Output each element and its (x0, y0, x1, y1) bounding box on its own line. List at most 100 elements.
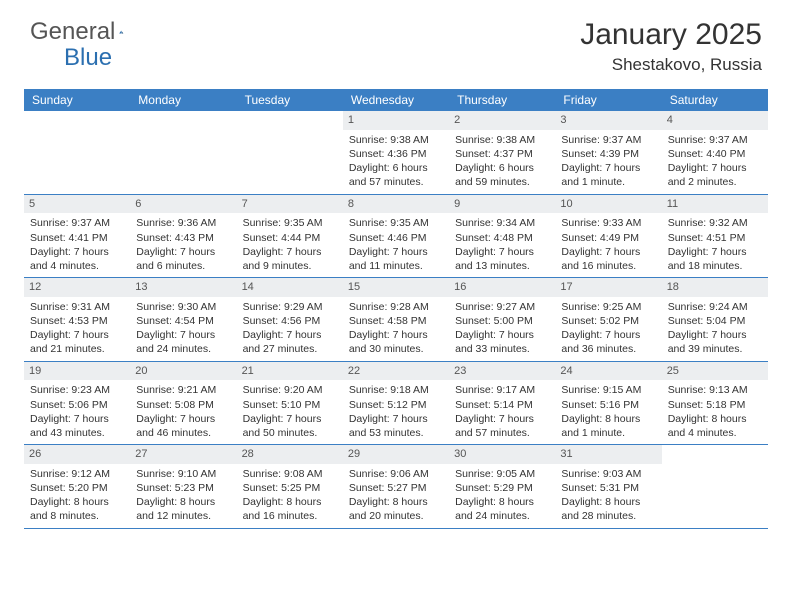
day-number: 9 (449, 195, 555, 214)
day-cell: 29 Sunrise: 9:06 AM Sunset: 5:27 PM Dayli… (343, 445, 449, 528)
header: General Blue January 2025 Shestakovo, Ru… (0, 0, 792, 83)
day-number: 31 (555, 445, 661, 464)
day-details: Sunrise: 9:15 AM Sunset: 5:16 PM Dayligh… (561, 383, 655, 440)
day-details: Sunrise: 9:24 AM Sunset: 5:04 PM Dayligh… (668, 300, 762, 357)
day-cell: 23 Sunrise: 9:17 AM Sunset: 5:14 PM Dayli… (449, 362, 555, 445)
week-row: 5 Sunrise: 9:37 AM Sunset: 4:41 PM Daylig… (24, 195, 768, 279)
day-cell: 8 Sunrise: 9:35 AM Sunset: 4:46 PM Daylig… (343, 195, 449, 278)
logo: General Blue (30, 18, 147, 46)
day-cell: 17Sunrise: 9:25 AM Sunset: 5:02 PM Dayli… (555, 278, 661, 361)
day-cell: 19 Sunrise: 9:23 AM Sunset: 5:06 PM Dayli… (24, 362, 130, 445)
day-number: 23 (449, 362, 555, 381)
day-details: Sunrise: 9:03 AM Sunset: 5:31 PM Dayligh… (561, 467, 655, 524)
day-details: Sunrise: 9:08 AM Sunset: 5:25 PM Dayligh… (243, 467, 337, 524)
day-details: Sunrise: 9:37 AM Sunset: 4:41 PM Dayligh… (30, 216, 124, 273)
day-cell: 5 Sunrise: 9:37 AM Sunset: 4:41 PM Daylig… (24, 195, 130, 278)
day-details: Sunrise: 9:17 AM Sunset: 5:14 PM Dayligh… (455, 383, 549, 440)
day-details: Sunrise: 9:20 AM Sunset: 5:10 PM Dayligh… (243, 383, 337, 440)
day-details: Sunrise: 9:34 AM Sunset: 4:48 PM Dayligh… (455, 216, 549, 273)
day-number: 7 (237, 195, 343, 214)
day-details: Sunrise: 9:12 AM Sunset: 5:20 PM Dayligh… (30, 467, 124, 524)
day-details: Sunrise: 9:29 AM Sunset: 4:56 PM Dayligh… (243, 300, 337, 357)
month-title: January 2025 (580, 18, 762, 51)
day-cell: 31 Sunrise: 9:03 AM Sunset: 5:31 PM Dayli… (555, 445, 661, 528)
day-cell (130, 111, 236, 194)
day-number: 27 (130, 445, 236, 464)
day-details: Sunrise: 9:38 AM Sunset: 4:36 PM Dayligh… (349, 133, 443, 190)
week-row: 19 Sunrise: 9:23 AM Sunset: 5:06 PM Dayli… (24, 362, 768, 446)
day-number: 10 (555, 195, 661, 214)
day-cell: 14 Sunrise: 9:29 AM Sunset: 4:56 PM Dayli… (237, 278, 343, 361)
day-number: 17 (555, 278, 661, 297)
day-details: Sunrise: 9:05 AM Sunset: 5:29 PM Dayligh… (455, 467, 549, 524)
day-cell: 20 Sunrise: 9:21 AM Sunset: 5:08 PM Dayli… (130, 362, 236, 445)
day-cell: 30 Sunrise: 9:05 AM Sunset: 5:29 PM Dayli… (449, 445, 555, 528)
day-cell: 26Sunrise: 9:12 AM Sunset: 5:20 PM Dayli… (24, 445, 130, 528)
day-cell: 4 Sunrise: 9:37 AM Sunset: 4:40 PM Daylig… (662, 111, 768, 194)
dayhead-sunday: Sunday (24, 89, 130, 111)
week-row: 12 Sunrise: 9:31 AM Sunset: 4:53 PM Dayli… (24, 278, 768, 362)
day-cell: 28 Sunrise: 9:08 AM Sunset: 5:25 PM Dayli… (237, 445, 343, 528)
location-label: Shestakovo, Russia (580, 55, 762, 75)
day-cell: 24 Sunrise: 9:15 AM Sunset: 5:16 PM Dayli… (555, 362, 661, 445)
day-number: 2 (449, 111, 555, 130)
day-number: 5 (24, 195, 130, 214)
day-cell: 10 Sunrise: 9:33 AM Sunset: 4:49 PM Dayli… (555, 195, 661, 278)
day-cell: 11Sunrise: 9:32 AM Sunset: 4:51 PM Dayli… (662, 195, 768, 278)
day-number: 21 (237, 362, 343, 381)
day-header-row: Sunday Monday Tuesday Wednesday Thursday… (24, 89, 768, 111)
day-details: Sunrise: 9:13 AM Sunset: 5:18 PM Dayligh… (668, 383, 762, 440)
day-details: Sunrise: 9:37 AM Sunset: 4:40 PM Dayligh… (668, 133, 762, 190)
day-details: Sunrise: 9:35 AM Sunset: 4:44 PM Dayligh… (243, 216, 337, 273)
day-number: 15 (343, 278, 449, 297)
day-number: 12 (24, 278, 130, 297)
day-details: Sunrise: 9:37 AM Sunset: 4:39 PM Dayligh… (561, 133, 655, 190)
day-number: 1 (343, 111, 449, 130)
day-details: Sunrise: 9:31 AM Sunset: 4:53 PM Dayligh… (30, 300, 124, 357)
day-cell (237, 111, 343, 194)
day-cell: 2Sunrise: 9:38 AM Sunset: 4:37 PM Daylig… (449, 111, 555, 194)
logo-text-blue: Blue (64, 44, 112, 72)
day-number: 4 (662, 111, 768, 130)
day-details: Sunrise: 9:18 AM Sunset: 5:12 PM Dayligh… (349, 383, 443, 440)
day-details: Sunrise: 9:06 AM Sunset: 5:27 PM Dayligh… (349, 467, 443, 524)
day-number: 3 (555, 111, 661, 130)
dayhead-tuesday: Tuesday (237, 89, 343, 111)
calendar: Sunday Monday Tuesday Wednesday Thursday… (24, 89, 768, 529)
day-cell: 3 Sunrise: 9:37 AM Sunset: 4:39 PM Daylig… (555, 111, 661, 194)
day-number: 29 (343, 445, 449, 464)
day-number: 20 (130, 362, 236, 381)
day-details: Sunrise: 9:27 AM Sunset: 5:00 PM Dayligh… (455, 300, 549, 357)
day-number: 22 (343, 362, 449, 381)
day-details: Sunrise: 9:35 AM Sunset: 4:46 PM Dayligh… (349, 216, 443, 273)
day-cell: 1 Sunrise: 9:38 AM Sunset: 4:36 PM Daylig… (343, 111, 449, 194)
day-number: 6 (130, 195, 236, 214)
day-details: Sunrise: 9:21 AM Sunset: 5:08 PM Dayligh… (136, 383, 230, 440)
day-number: 13 (130, 278, 236, 297)
dayhead-saturday: Saturday (662, 89, 768, 111)
day-number: 14 (237, 278, 343, 297)
day-details: Sunrise: 9:30 AM Sunset: 4:54 PM Dayligh… (136, 300, 230, 357)
dayhead-wednesday: Wednesday (343, 89, 449, 111)
day-cell: 12 Sunrise: 9:31 AM Sunset: 4:53 PM Dayli… (24, 278, 130, 361)
day-number: 28 (237, 445, 343, 464)
day-details: Sunrise: 9:33 AM Sunset: 4:49 PM Dayligh… (561, 216, 655, 273)
title-block: January 2025 Shestakovo, Russia (580, 18, 762, 75)
day-number: 24 (555, 362, 661, 381)
logo-sail-icon (119, 23, 124, 41)
day-cell: 27Sunrise: 9:10 AM Sunset: 5:23 PM Dayli… (130, 445, 236, 528)
day-number: 19 (24, 362, 130, 381)
day-cell: 15 Sunrise: 9:28 AM Sunset: 4:58 PM Dayli… (343, 278, 449, 361)
day-number: 8 (343, 195, 449, 214)
day-number: 30 (449, 445, 555, 464)
day-details: Sunrise: 9:28 AM Sunset: 4:58 PM Dayligh… (349, 300, 443, 357)
day-number: 16 (449, 278, 555, 297)
day-cell: 21 Sunrise: 9:20 AM Sunset: 5:10 PM Dayli… (237, 362, 343, 445)
day-cell: 9 Sunrise: 9:34 AM Sunset: 4:48 PM Daylig… (449, 195, 555, 278)
day-details: Sunrise: 9:23 AM Sunset: 5:06 PM Dayligh… (30, 383, 124, 440)
dayhead-monday: Monday (130, 89, 236, 111)
week-row: 26Sunrise: 9:12 AM Sunset: 5:20 PM Dayli… (24, 445, 768, 529)
day-cell: 18Sunrise: 9:24 AM Sunset: 5:04 PM Dayli… (662, 278, 768, 361)
logo-text-general: General (30, 18, 115, 46)
day-cell: 13 Sunrise: 9:30 AM Sunset: 4:54 PM Dayli… (130, 278, 236, 361)
